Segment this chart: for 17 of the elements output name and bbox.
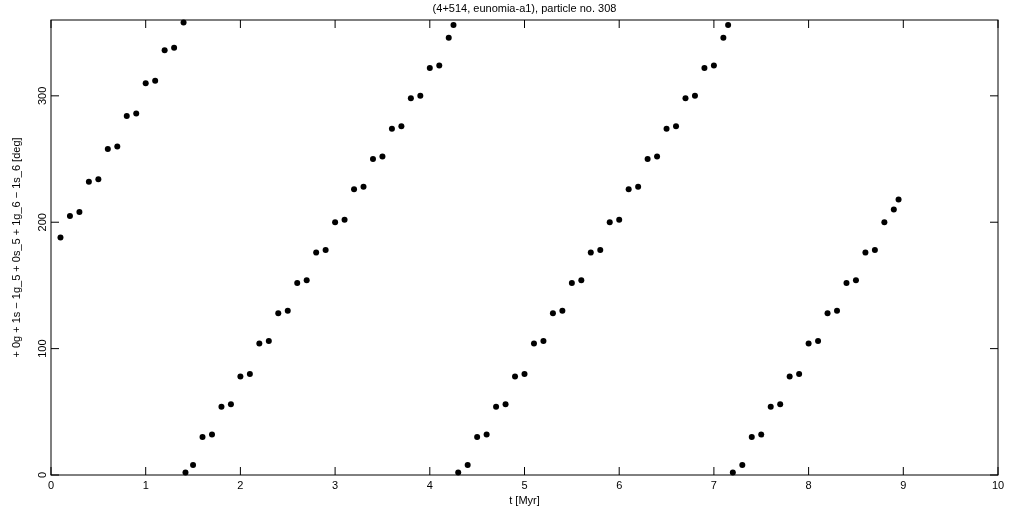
x-tick-label: 6 [616,479,623,491]
y-tick-label: 200 [35,213,48,232]
x-tick-label: 10 [991,479,1005,491]
y-axis-title: + 0g + 1s − 1g_5 + 0s_5 + 1g_6 − 1s_6 [deg] [10,137,22,358]
y-tick-label: 300 [35,86,48,106]
y-tick-label: 0 [35,471,48,479]
x-tick-label: 4 [426,479,433,491]
x-tick-label: 3 [332,479,339,491]
x-tick-label: 7 [710,479,717,491]
x-tick-label: 9 [900,479,907,491]
chart-title: (4+514, eunomia-a1), particle no. 308 [432,2,617,14]
x-tick-label: 2 [237,479,244,491]
x-axis-title: t [Myr] [509,494,540,506]
x-tick-label: 1 [142,479,149,491]
y-tick-label: 100 [35,339,48,358]
x-tick-label: 8 [805,479,812,491]
x-tick-label: 5 [521,479,528,491]
